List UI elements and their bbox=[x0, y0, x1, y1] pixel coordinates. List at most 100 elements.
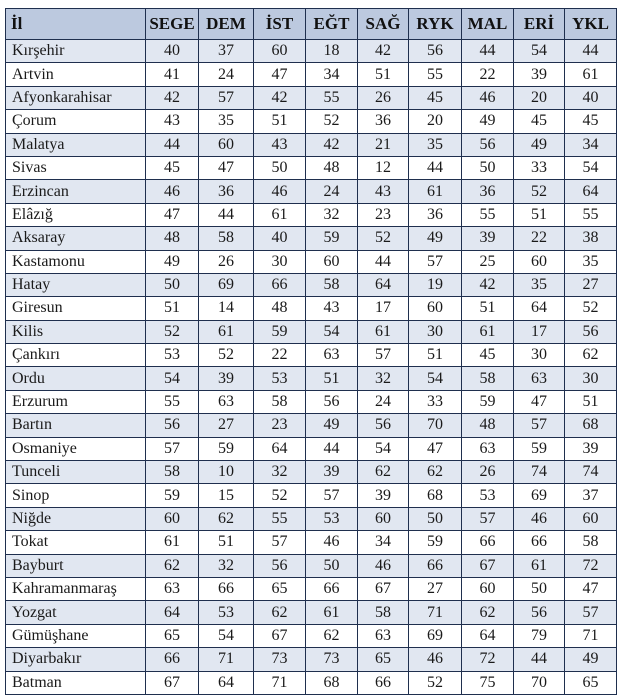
value-cell: 35 bbox=[408, 132, 462, 157]
value-cell: 54 bbox=[357, 436, 409, 462]
value-cell: 48 bbox=[305, 155, 358, 181]
column-header-ykl: YKL bbox=[564, 8, 617, 40]
value-cell: 56 bbox=[145, 413, 199, 438]
column-header-dem: DEM bbox=[198, 8, 254, 40]
value-cell: 69 bbox=[198, 272, 254, 298]
value-cell: 54 bbox=[408, 366, 462, 391]
value-cell: 57 bbox=[357, 343, 409, 368]
value-cell: 52 bbox=[357, 226, 409, 251]
province-name-cell: Afyonkarahisar bbox=[5, 85, 146, 111]
value-cell: 47 bbox=[145, 202, 199, 228]
value-cell: 40 bbox=[145, 38, 199, 64]
province-name-cell: Ordu bbox=[5, 366, 146, 391]
column-header-eri: ERİ bbox=[513, 8, 565, 40]
value-cell: 23 bbox=[253, 413, 306, 438]
value-cell: 51 bbox=[145, 296, 199, 321]
value-cell: 61 bbox=[513, 553, 565, 578]
province-name-cell: Kırşehir bbox=[5, 38, 146, 64]
province-name-cell: Sinop bbox=[5, 483, 146, 508]
value-cell: 55 bbox=[145, 389, 199, 415]
value-cell: 57 bbox=[461, 506, 514, 532]
value-cell: 55 bbox=[461, 202, 514, 228]
value-cell: 34 bbox=[357, 530, 409, 555]
column-header-mal: MAL bbox=[461, 8, 514, 40]
value-cell: 17 bbox=[513, 319, 565, 345]
table-row: Elâzığ 47 44 61 32 23 36 55 51 55 bbox=[5, 202, 617, 228]
value-cell: 36 bbox=[461, 179, 514, 204]
value-cell: 26 bbox=[198, 249, 254, 274]
value-cell: 52 bbox=[564, 296, 617, 321]
value-cell: 27 bbox=[198, 413, 254, 438]
value-cell: 17 bbox=[357, 296, 409, 321]
province-name-cell: Kilis bbox=[5, 319, 146, 345]
value-cell: 44 bbox=[305, 436, 358, 462]
value-cell: 36 bbox=[198, 179, 254, 204]
table-row: Aksaray 48 58 40 59 52 49 39 22 38 bbox=[5, 226, 617, 251]
value-cell: 45 bbox=[145, 155, 199, 181]
value-cell: 66 bbox=[357, 670, 409, 695]
table-row: Tunceli 58 10 32 39 62 62 26 74 74 bbox=[5, 460, 617, 485]
value-cell: 42 bbox=[253, 85, 306, 111]
value-cell: 49 bbox=[145, 249, 199, 274]
value-cell: 58 bbox=[145, 460, 199, 485]
table-row: Afyonkarahisar 42 57 42 55 26 45 46 20 40 bbox=[5, 85, 617, 111]
value-cell: 18 bbox=[305, 38, 358, 64]
value-cell: 42 bbox=[357, 38, 409, 64]
value-cell: 52 bbox=[198, 343, 254, 368]
value-cell: 56 bbox=[305, 389, 358, 415]
province-name-cell: Yozgat bbox=[5, 600, 146, 625]
value-cell: 45 bbox=[513, 109, 565, 134]
value-cell: 61 bbox=[253, 202, 306, 228]
value-cell: 75 bbox=[461, 670, 514, 695]
value-cell: 71 bbox=[564, 623, 617, 649]
value-cell: 68 bbox=[305, 670, 358, 695]
value-cell: 33 bbox=[513, 155, 565, 181]
province-name-cell: Batman bbox=[5, 670, 146, 695]
value-cell: 10 bbox=[198, 460, 254, 485]
province-name-cell: Sivas bbox=[5, 155, 146, 181]
province-name-cell: Kahramanmaraş bbox=[5, 576, 146, 602]
value-cell: 62 bbox=[408, 460, 462, 485]
table-row: Tokat 61 51 57 46 34 59 66 66 58 bbox=[5, 530, 617, 555]
value-cell: 59 bbox=[305, 226, 358, 251]
table-row: Erzurum 55 63 58 56 24 33 59 47 51 bbox=[5, 389, 617, 415]
table-row: Kahramanmaraş 63 66 65 66 67 27 60 50 47 bbox=[5, 576, 617, 602]
value-cell: 50 bbox=[145, 272, 199, 298]
value-cell: 71 bbox=[198, 647, 254, 672]
value-cell: 21 bbox=[357, 132, 409, 157]
value-cell: 62 bbox=[198, 506, 254, 532]
value-cell: 68 bbox=[408, 483, 462, 508]
value-cell: 50 bbox=[408, 506, 462, 532]
value-cell: 61 bbox=[408, 179, 462, 204]
value-cell: 40 bbox=[253, 226, 306, 251]
value-cell: 61 bbox=[198, 319, 254, 345]
province-name-cell: Osmaniye bbox=[5, 436, 146, 462]
value-cell: 58 bbox=[253, 389, 306, 415]
value-cell: 55 bbox=[564, 202, 617, 228]
value-cell: 66 bbox=[408, 553, 462, 578]
value-cell: 57 bbox=[408, 249, 462, 274]
table-row: Bartın 56 27 23 49 56 70 48 57 68 bbox=[5, 413, 617, 438]
value-cell: 55 bbox=[408, 62, 462, 87]
value-cell: 63 bbox=[461, 436, 514, 462]
value-cell: 69 bbox=[513, 483, 565, 508]
province-name-cell: Gümüşhane bbox=[5, 623, 146, 649]
value-cell: 30 bbox=[513, 343, 565, 368]
value-cell: 60 bbox=[513, 249, 565, 274]
value-cell: 51 bbox=[305, 366, 358, 391]
value-cell: 53 bbox=[145, 343, 199, 368]
table-row: Giresun 51 14 48 43 17 60 51 64 52 bbox=[5, 296, 617, 321]
value-cell: 63 bbox=[145, 576, 199, 602]
value-cell: 22 bbox=[461, 62, 514, 87]
value-cell: 60 bbox=[461, 576, 514, 602]
value-cell: 50 bbox=[305, 553, 358, 578]
value-cell: 71 bbox=[253, 670, 306, 695]
value-cell: 36 bbox=[408, 202, 462, 228]
value-cell: 30 bbox=[253, 249, 306, 274]
value-cell: 35 bbox=[564, 249, 617, 274]
province-name-cell: Çankırı bbox=[5, 343, 146, 368]
value-cell: 66 bbox=[513, 530, 565, 555]
value-cell: 57 bbox=[305, 483, 358, 508]
value-cell: 54 bbox=[513, 38, 565, 64]
value-cell: 66 bbox=[198, 576, 254, 602]
